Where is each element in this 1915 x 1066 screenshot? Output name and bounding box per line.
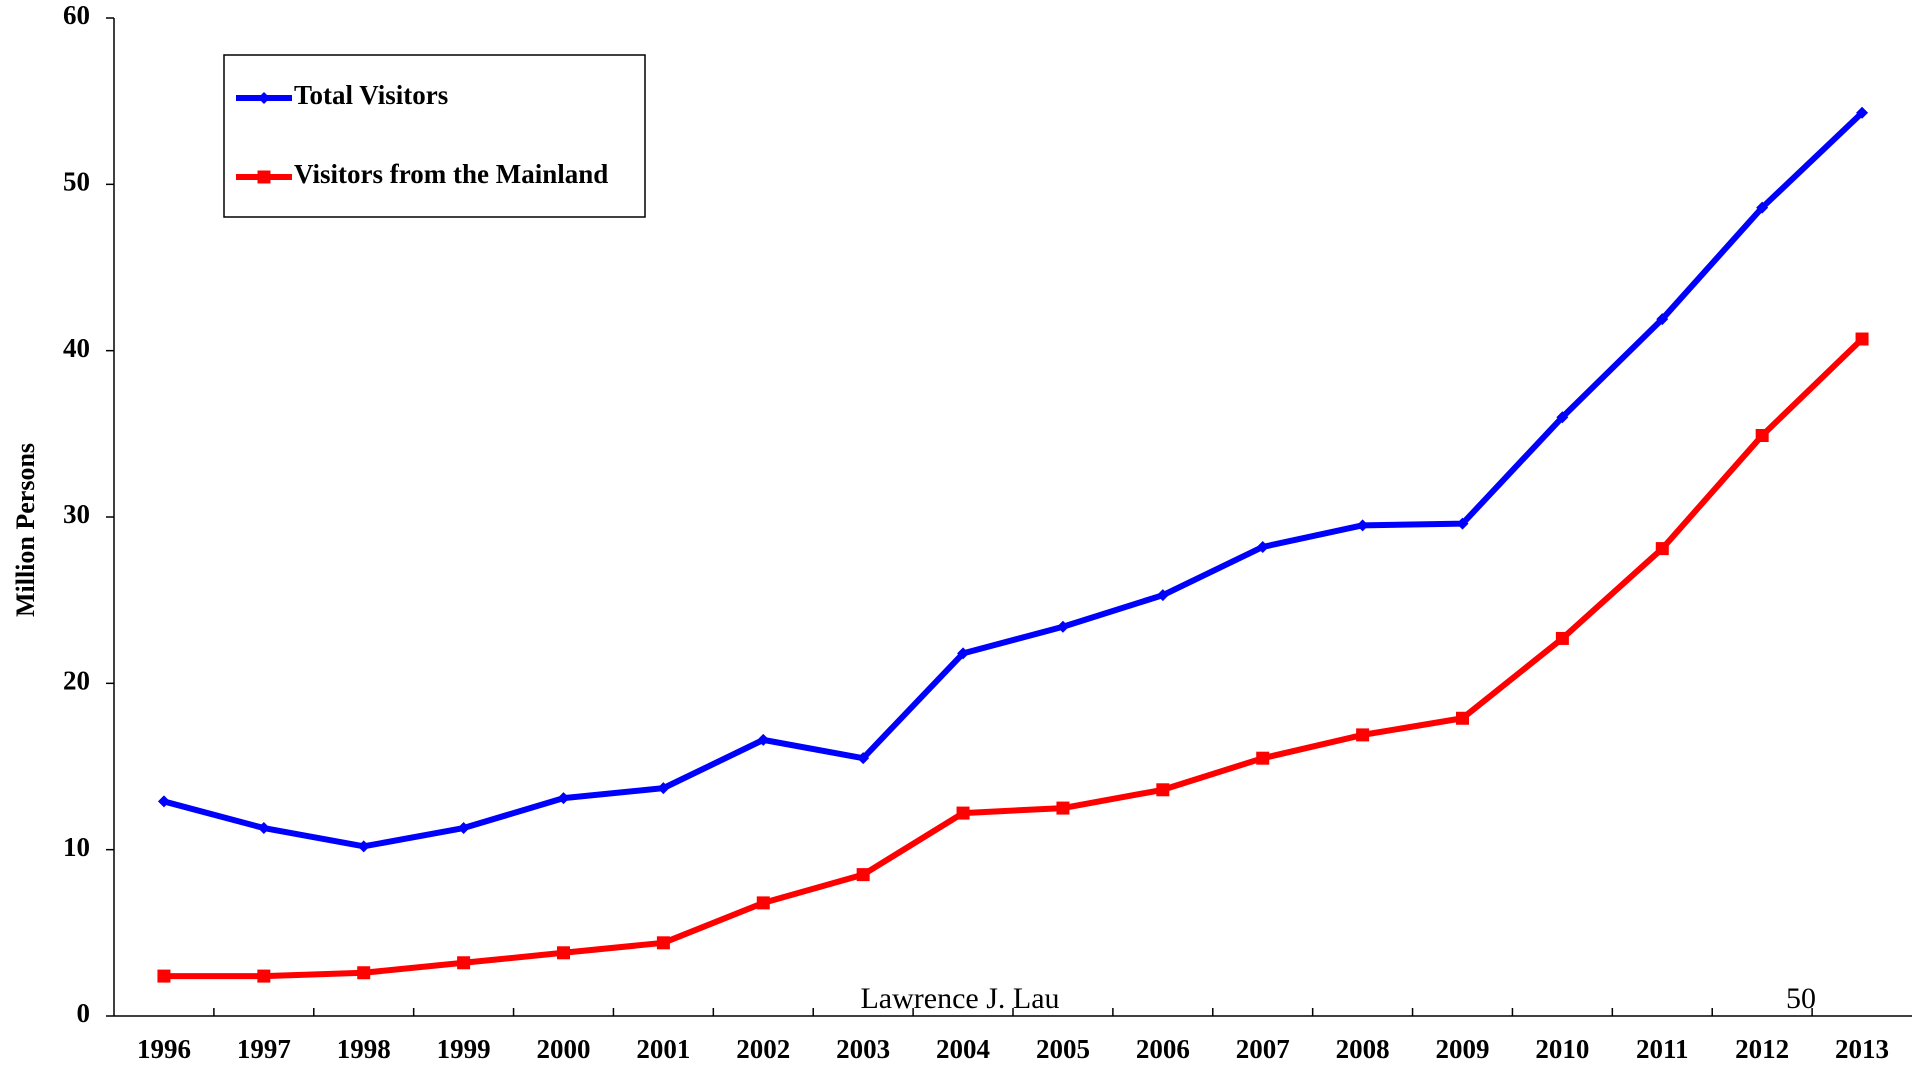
marker — [756, 896, 770, 910]
marker — [1556, 411, 1569, 424]
x-tick-label: 2004 — [936, 1034, 990, 1064]
marker — [1156, 783, 1170, 797]
marker — [257, 822, 270, 835]
marker — [1256, 540, 1269, 553]
marker — [157, 795, 170, 808]
marker — [1456, 711, 1469, 725]
marker — [1755, 428, 1769, 442]
annotation: Lawrence J. Lau — [860, 982, 1059, 1015]
series-line — [163, 110, 1865, 850]
marker — [656, 936, 670, 950]
x-tick-label: 2001 — [636, 1034, 690, 1064]
x-tick-label: 2010 — [1535, 1034, 1589, 1064]
x-tick-label: 1998 — [337, 1034, 391, 1064]
legend-marker — [258, 92, 270, 104]
marker — [1356, 519, 1369, 532]
legend-marker — [257, 170, 271, 184]
marker — [757, 733, 770, 746]
marker — [1056, 620, 1069, 633]
y-tick-label: 30 — [63, 499, 90, 529]
x-tick-label: 2003 — [836, 1034, 890, 1064]
y-tick-label: 60 — [63, 0, 90, 30]
x-tick-label: 2009 — [1436, 1034, 1490, 1064]
x-tick-label: 1997 — [237, 1034, 291, 1064]
y-tick-label: 20 — [63, 666, 90, 696]
x-tick-label: 2006 — [1136, 1034, 1190, 1064]
marker — [657, 782, 670, 795]
series-line — [163, 336, 1865, 980]
x-tick-label: 2007 — [1236, 1034, 1290, 1064]
marker — [457, 956, 471, 970]
x-tick-label: 2000 — [537, 1034, 591, 1064]
marker — [856, 868, 870, 882]
marker — [956, 806, 970, 820]
x-tick-label: 2012 — [1735, 1034, 1789, 1064]
y-axis-label: Million Persons — [11, 443, 40, 617]
annotation: 50 — [1786, 982, 1816, 1015]
marker — [1655, 542, 1669, 556]
marker — [1356, 728, 1370, 742]
marker — [157, 969, 171, 983]
marker — [257, 969, 271, 983]
marker — [1256, 751, 1270, 765]
x-tick-label: 2013 — [1835, 1034, 1889, 1064]
y-tick-label: 10 — [63, 832, 90, 862]
marker — [557, 946, 570, 960]
marker — [1156, 589, 1169, 602]
x-tick-label: 2011 — [1636, 1034, 1689, 1064]
marker — [357, 840, 370, 853]
x-tick-label: 1999 — [437, 1034, 491, 1064]
y-tick-label: 50 — [63, 167, 90, 197]
marker — [1456, 517, 1469, 530]
marker — [1756, 201, 1769, 214]
marker — [557, 792, 570, 805]
marker — [1555, 631, 1569, 645]
y-tick-label: 0 — [77, 998, 91, 1028]
y-tick-label: 40 — [63, 333, 90, 363]
x-tick-label: 2008 — [1336, 1034, 1390, 1064]
marker — [957, 647, 970, 660]
marker — [857, 752, 870, 765]
marker — [357, 966, 371, 980]
x-tick-label: 2005 — [1036, 1034, 1090, 1064]
marker — [457, 822, 470, 835]
marker — [1856, 106, 1869, 119]
marker — [1056, 801, 1070, 815]
legend-box — [223, 54, 646, 218]
x-tick-label: 2002 — [736, 1034, 790, 1064]
legend-label: Visitors from the Mainland — [294, 159, 608, 189]
legend-label: Total Visitors — [294, 80, 448, 110]
marker — [1855, 332, 1869, 346]
x-tick-label: 1996 — [137, 1034, 191, 1064]
marker — [1656, 313, 1669, 326]
